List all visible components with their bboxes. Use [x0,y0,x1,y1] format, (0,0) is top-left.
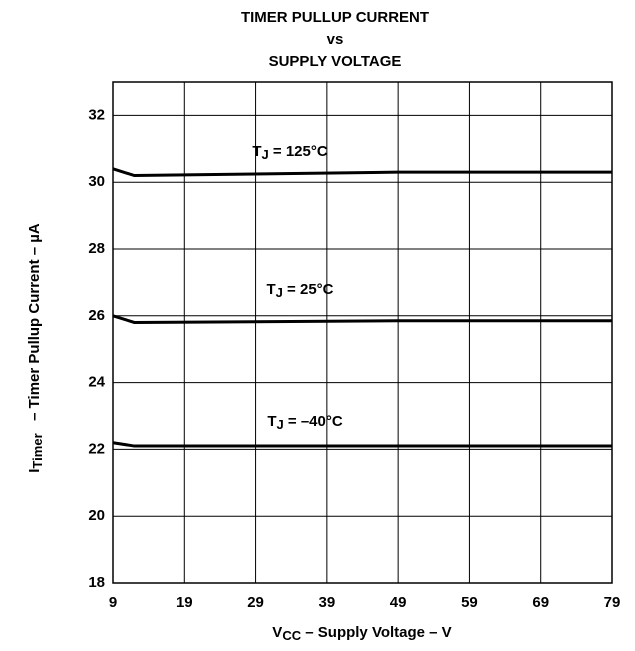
y-tick-label: 32 [88,106,105,123]
x-label-subscript: CC [282,628,301,643]
annotation-symbol: T [266,281,275,298]
y-tick-label: 30 [88,173,105,190]
chart-title: SUPPLY VOLTAGE [269,53,402,70]
annotation: TJ = –40°C [267,413,343,432]
y-axis-label: ITimer – Timer Pullup Current – µA [26,223,45,473]
x-tick-label: 19 [176,594,193,611]
x-label-symbol: V [272,624,282,641]
y-tick-label: 26 [88,307,105,324]
data-line [112,314,612,324]
annotation-text: = –40°C [284,413,343,430]
annotation-symbol: T [267,413,276,430]
y-tick-label: 24 [88,374,105,391]
y-tick-label: 18 [88,574,105,591]
y-tick-label: 22 [88,440,105,457]
x-tick-label: 9 [109,594,117,611]
x-label-text: – Supply Voltage – V [301,624,452,641]
chart-title: vs [327,31,344,48]
chart-title: TIMER PULLUP CURRENT [241,9,429,26]
annotation: TJ = 25°C [266,281,333,300]
annotation-text: = 125°C [269,143,328,160]
x-tick-label: 69 [532,594,549,611]
x-tick-label: 49 [390,594,407,611]
x-tick-label: 29 [247,594,264,611]
annotation: TJ = 125°C [252,143,328,162]
x-axis-label: VCC – Supply Voltage – V [272,624,451,643]
y-label-subscript: Timer [30,433,45,468]
x-tick-label: 59 [461,594,478,611]
annotation-subscript: J [276,285,283,300]
x-tick-label: 39 [319,594,336,611]
annotation-subscript: J [261,147,268,162]
data-line [112,167,612,178]
data-line [112,441,612,448]
y-tick-label: 20 [88,507,105,524]
y-tick-label: 28 [88,240,105,257]
annotation-text: = 25°C [283,281,334,298]
annotation-symbol: T [252,143,261,160]
annotation-subscript: J [276,417,283,432]
plot-frame [112,81,613,584]
y-label-symbol: I [26,469,43,473]
y-label-text: – Timer Pullup Current – µA [26,223,43,433]
x-tick-label: 79 [604,594,621,611]
